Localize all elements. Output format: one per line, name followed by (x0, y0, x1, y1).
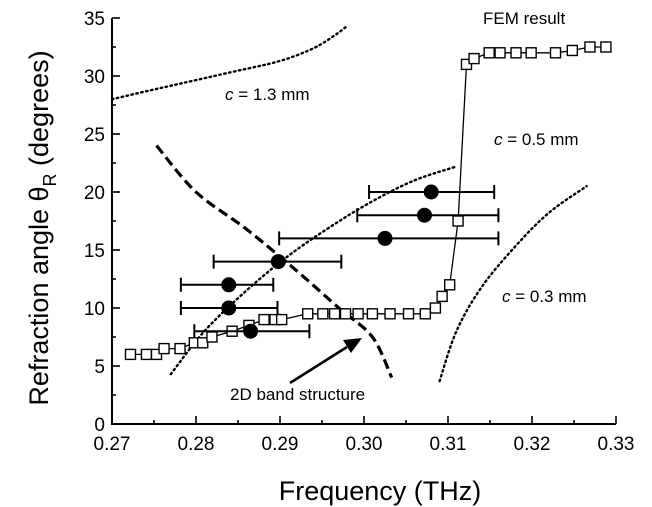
measured-point (270, 254, 286, 270)
x-axis-ticks: 0.27 0.28 0.29 0.30 0.31 0.32 0.33 (94, 416, 635, 455)
fem-point (275, 313, 288, 326)
theory-curves (110, 26, 588, 383)
fem-point (460, 58, 473, 71)
dotted-curve (438, 185, 588, 383)
x-tick-label: 0.30 (346, 434, 383, 455)
fem-point (566, 44, 579, 57)
measured-series (179, 184, 500, 339)
fem-point (525, 47, 537, 59)
fem-point (328, 308, 341, 320)
measured-point (377, 230, 393, 246)
fem-point (452, 215, 464, 227)
annotation-fem-result: FEM result (483, 9, 565, 28)
dotted-curve (110, 26, 347, 101)
fem-point (352, 308, 364, 320)
arrow-shaft (289, 345, 348, 385)
fem-point (429, 302, 442, 314)
y-axis-ticks: 0 5 10 15 20 25 30 35 (84, 9, 120, 436)
fem-point (302, 308, 314, 320)
y-axis-title-main: Refraction angle θ (24, 186, 54, 405)
fem-point (140, 348, 153, 361)
fem-point (443, 279, 456, 291)
y-axis-title-tail: (degrees) (24, 50, 54, 173)
fem-point (419, 308, 432, 320)
fem-series (124, 41, 612, 361)
fem-point (174, 342, 186, 355)
annotation-c-0-5mm-var: c (494, 130, 503, 149)
dotted-curve (169, 165, 458, 376)
fem-point (384, 308, 396, 320)
fem-point (510, 47, 522, 59)
fem-point (436, 290, 448, 303)
y-tick-label: 10 (84, 299, 105, 320)
x-tick-label: 0.27 (94, 434, 131, 455)
measured-point (243, 323, 259, 339)
x-tick-label: 0.29 (262, 434, 299, 455)
fem-point (494, 47, 506, 59)
annotation-c-1-3mm-var: c (225, 85, 234, 104)
y-tick-label: 5 (94, 357, 105, 378)
fem-point (124, 348, 137, 361)
x-tick-label: 0.32 (514, 434, 551, 455)
annotation-c-1-3mm-val: = 1.3 mm (234, 85, 310, 104)
y-tick-label: 25 (84, 125, 105, 146)
fem-point (258, 313, 270, 326)
fem-point (584, 41, 596, 53)
y-axis-title-subscript: R (40, 173, 60, 186)
fem-point (402, 308, 415, 320)
y-tick-label: 30 (84, 67, 105, 88)
y-axis-title: Refraction angle θR (degrees) (24, 50, 60, 405)
annotation-c-0-3mm-val: = 0.3 mm (511, 287, 587, 306)
y-tick-label: 20 (84, 183, 105, 204)
measured-point (221, 300, 237, 316)
band-structure-arrow (289, 338, 362, 385)
x-axis-title: Frequency (THz) (279, 476, 482, 506)
y-tick-label: 0 (94, 415, 105, 436)
fem-point (483, 47, 495, 59)
annotation-c-1-3mm: c = 1.3 mm (225, 85, 310, 104)
y-tick-label: 35 (84, 9, 105, 30)
fem-point (366, 308, 379, 320)
fem-point (158, 342, 170, 355)
measured-point (423, 184, 439, 200)
fem-point (206, 331, 218, 343)
x-tick-label: 0.31 (430, 434, 467, 455)
fem-point (317, 308, 329, 320)
y-tick-label: 15 (84, 241, 105, 262)
measured-point (416, 207, 432, 223)
annotation-c-0-5mm: c = 0.5 mm (494, 130, 579, 149)
annotation-c-0-3mm: c = 0.3 mm (502, 287, 587, 306)
x-tick-label: 0.28 (178, 434, 215, 455)
fem-point (549, 47, 562, 59)
annotation-c-0-5mm-val: = 0.5 mm (503, 130, 579, 149)
fem-point (600, 41, 612, 53)
fem-point (197, 337, 209, 349)
annotation-c-0-3mm-var: c (502, 287, 511, 306)
fem-point (150, 348, 163, 361)
x-tick-label: 0.33 (598, 434, 635, 455)
fem-point (339, 308, 352, 320)
measured-point (221, 277, 237, 293)
band-structure-curve (155, 144, 394, 379)
fem-point (468, 52, 480, 65)
annotation-2d-band-structure: 2D band structure (230, 385, 365, 404)
arrow-head (343, 338, 362, 353)
